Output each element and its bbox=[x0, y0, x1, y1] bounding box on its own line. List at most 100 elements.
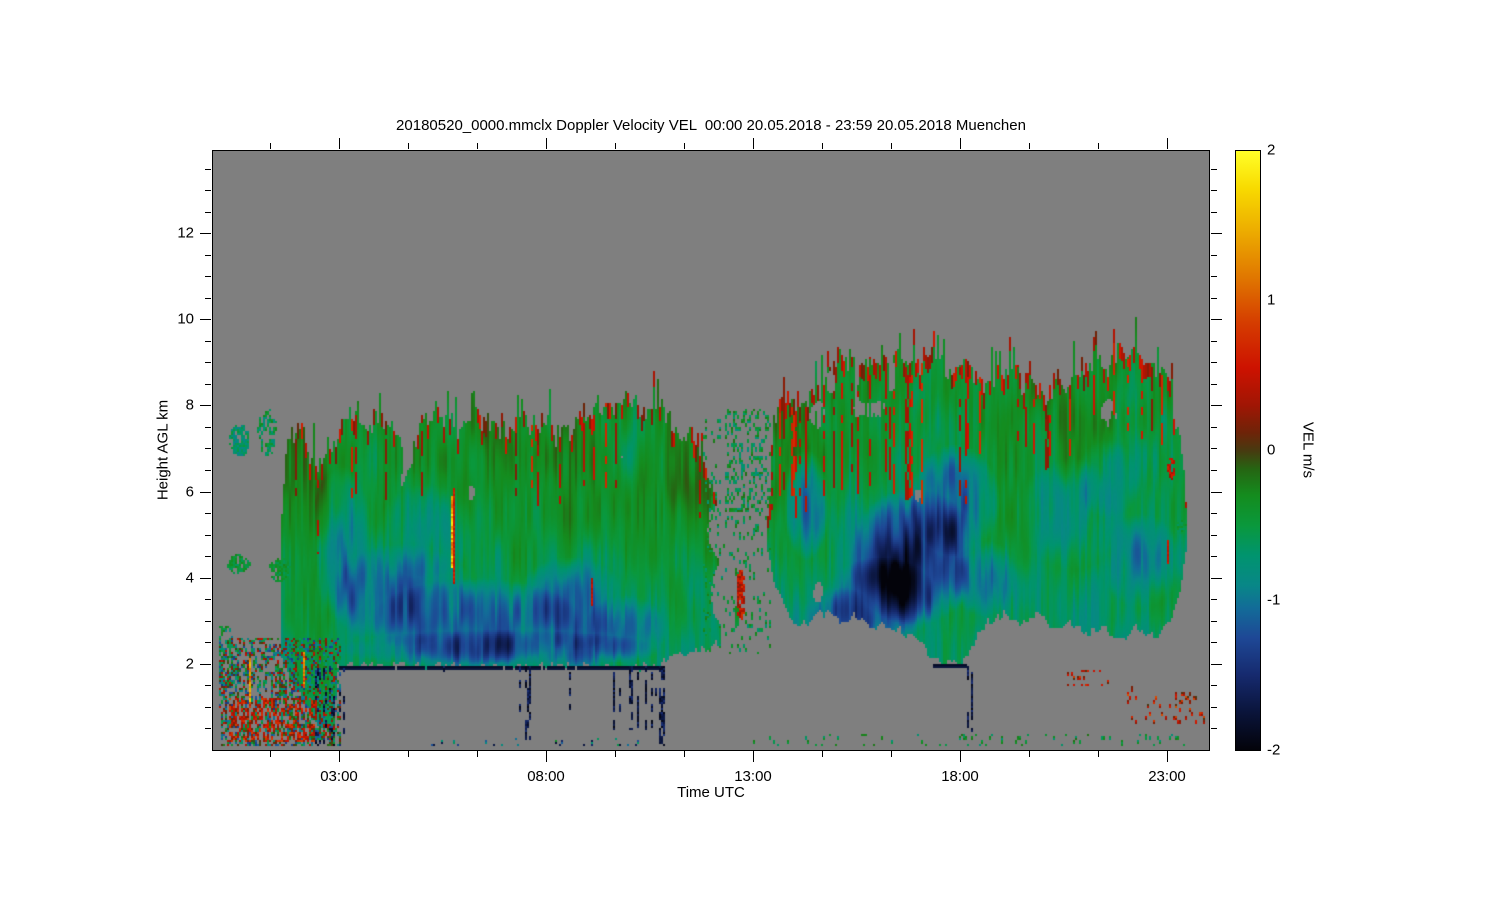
colorbar-tick-label: 1 bbox=[1267, 291, 1276, 309]
x-major-tick bbox=[546, 138, 547, 149]
velocity-heatmap bbox=[213, 151, 1209, 750]
y-minor-tick bbox=[205, 362, 211, 363]
y-minor-tick bbox=[205, 621, 211, 622]
x-minor-tick bbox=[408, 143, 409, 149]
x-minor-tick bbox=[408, 751, 409, 757]
y-minor-tick bbox=[1211, 276, 1217, 277]
y-minor-tick bbox=[1211, 621, 1217, 622]
x-minor-tick bbox=[615, 143, 616, 149]
x-major-tick bbox=[1167, 751, 1168, 762]
y-tick-label: 6 bbox=[185, 483, 194, 501]
x-minor-tick bbox=[1098, 751, 1099, 757]
x-minor-tick bbox=[1029, 143, 1030, 149]
x-axis-label: Time UTC bbox=[677, 784, 745, 801]
y-minor-tick bbox=[205, 535, 211, 536]
y-minor-tick bbox=[205, 169, 211, 170]
y-minor-tick bbox=[1211, 362, 1217, 363]
y-tick-label: 2 bbox=[185, 655, 194, 673]
y-minor-tick bbox=[1211, 384, 1217, 385]
x-major-tick bbox=[339, 751, 340, 762]
y-minor-tick bbox=[1211, 190, 1217, 191]
x-major-tick bbox=[1167, 138, 1168, 149]
colorbar-tick-label: -2 bbox=[1267, 741, 1281, 759]
x-tick-label: 13:00 bbox=[734, 768, 772, 785]
x-tick-label: 03:00 bbox=[320, 768, 358, 785]
colorbar-tick-label: -1 bbox=[1267, 591, 1281, 609]
y-minor-tick bbox=[205, 556, 211, 557]
x-minor-tick bbox=[270, 751, 271, 757]
y-tick-label: 12 bbox=[177, 224, 194, 242]
y-major-tick bbox=[1211, 319, 1222, 320]
y-minor-tick bbox=[1211, 599, 1217, 600]
x-major-tick bbox=[960, 751, 961, 762]
y-minor-tick bbox=[205, 212, 211, 213]
x-major-tick bbox=[753, 751, 754, 762]
x-minor-tick bbox=[684, 751, 685, 757]
colorbar bbox=[1235, 150, 1261, 751]
x-major-tick bbox=[339, 138, 340, 149]
y-minor-tick bbox=[1211, 470, 1217, 471]
x-major-tick bbox=[753, 138, 754, 149]
y-minor-tick bbox=[205, 190, 211, 191]
x-minor-tick bbox=[270, 143, 271, 149]
y-minor-tick bbox=[1211, 341, 1217, 342]
x-minor-tick bbox=[1098, 143, 1099, 149]
y-major-tick bbox=[1211, 664, 1222, 665]
y-minor-tick bbox=[1211, 448, 1217, 449]
x-major-tick bbox=[546, 751, 547, 762]
y-minor-tick bbox=[205, 599, 211, 600]
y-minor-tick bbox=[205, 707, 211, 708]
y-tick-label: 8 bbox=[185, 396, 194, 414]
y-major-tick bbox=[200, 578, 211, 579]
y-tick-label: 10 bbox=[177, 310, 194, 328]
y-minor-tick bbox=[205, 384, 211, 385]
x-tick-label: 23:00 bbox=[1148, 768, 1186, 785]
y-minor-tick bbox=[205, 448, 211, 449]
y-minor-tick bbox=[205, 341, 211, 342]
y-major-tick bbox=[200, 233, 211, 234]
y-major-tick bbox=[200, 664, 211, 665]
y-minor-tick bbox=[205, 255, 211, 256]
y-minor-tick bbox=[1211, 556, 1217, 557]
x-minor-tick bbox=[822, 751, 823, 757]
colorbar-tick-label: 0 bbox=[1267, 441, 1276, 459]
y-major-tick bbox=[200, 405, 211, 406]
y-minor-tick bbox=[1211, 728, 1217, 729]
y-minor-tick bbox=[1211, 685, 1217, 686]
x-minor-tick bbox=[1029, 751, 1030, 757]
y-major-tick bbox=[1211, 492, 1222, 493]
x-minor-tick bbox=[615, 751, 616, 757]
x-minor-tick bbox=[477, 143, 478, 149]
y-major-tick bbox=[1211, 578, 1222, 579]
y-minor-tick bbox=[1211, 427, 1217, 428]
y-minor-tick bbox=[205, 276, 211, 277]
y-minor-tick bbox=[1211, 642, 1217, 643]
y-major-tick bbox=[200, 492, 211, 493]
y-minor-tick bbox=[1211, 212, 1217, 213]
x-major-tick bbox=[960, 138, 961, 149]
y-major-tick bbox=[200, 319, 211, 320]
y-minor-tick bbox=[205, 728, 211, 729]
x-minor-tick bbox=[477, 751, 478, 757]
y-minor-tick bbox=[1211, 535, 1217, 536]
chart-title: 20180520_0000.mmclx Doppler Velocity VEL… bbox=[396, 117, 1026, 134]
y-minor-tick bbox=[205, 513, 211, 514]
y-minor-tick bbox=[1211, 707, 1217, 708]
y-tick-label: 4 bbox=[185, 569, 194, 587]
x-tick-label: 18:00 bbox=[941, 768, 979, 785]
y-minor-tick bbox=[205, 298, 211, 299]
y-minor-tick bbox=[1211, 513, 1217, 514]
colorbar-tick-label: 2 bbox=[1267, 141, 1276, 159]
y-minor-tick bbox=[205, 642, 211, 643]
y-major-tick bbox=[1211, 405, 1222, 406]
x-minor-tick bbox=[891, 751, 892, 757]
y-minor-tick bbox=[205, 427, 211, 428]
y-minor-tick bbox=[205, 685, 211, 686]
y-major-tick bbox=[1211, 233, 1222, 234]
y-minor-tick bbox=[205, 470, 211, 471]
plot-area bbox=[212, 150, 1210, 751]
x-tick-label: 08:00 bbox=[527, 768, 565, 785]
x-minor-tick bbox=[684, 143, 685, 149]
y-minor-tick bbox=[1211, 255, 1217, 256]
